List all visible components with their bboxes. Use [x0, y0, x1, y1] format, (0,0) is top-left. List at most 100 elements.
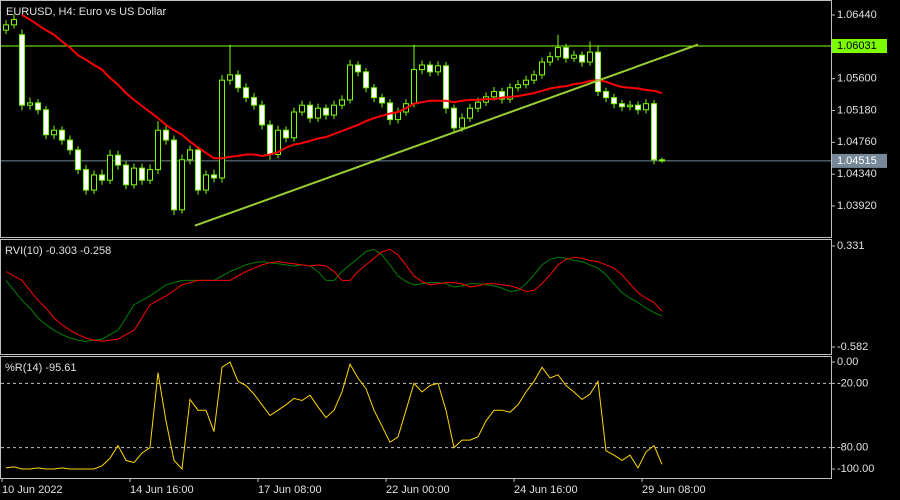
- candle-body: [435, 65, 441, 73]
- x-tick-label: 14 Jun 16:00: [130, 484, 194, 496]
- candle-body: [475, 101, 481, 109]
- y-tick-label: -100.00: [837, 463, 874, 475]
- candle-body: [107, 154, 113, 181]
- candle-body: [227, 74, 233, 81]
- candle-body: [155, 129, 161, 171]
- y-tick-label: 1.05180: [837, 104, 877, 116]
- y-tick-label: 1.05600: [837, 73, 877, 85]
- candle-body: [195, 149, 201, 191]
- candle-body: [3, 24, 9, 31]
- y-tick-label: 1.06440: [837, 9, 877, 21]
- candle-body: [539, 61, 545, 76]
- indicator-title: %R(14) -95.61: [5, 362, 77, 374]
- candle-body: [451, 107, 457, 129]
- candle-body: [283, 129, 289, 139]
- candle-body: [459, 117, 465, 129]
- candle-body: [147, 169, 153, 181]
- candle-body: [507, 87, 513, 100]
- y-tick-label: 1.03920: [837, 200, 877, 212]
- candle-body: [51, 129, 57, 136]
- chart-title: EURUSD, H4: Euro vs US Dollar: [6, 6, 166, 18]
- candle-body: [635, 104, 641, 111]
- candle-body: [427, 64, 433, 73]
- candle-body: [491, 91, 497, 98]
- candle-body: [523, 79, 529, 86]
- candle-body: [83, 169, 89, 191]
- candle-body: [203, 174, 209, 191]
- candle-body: [163, 129, 169, 141]
- y-tick-label: -0.582: [837, 341, 868, 353]
- rvi-panel: [0, 239, 832, 355]
- candle-body: [67, 139, 73, 151]
- candle-body: [627, 104, 633, 108]
- candle-body: [59, 129, 65, 141]
- candle-body: [371, 87, 377, 99]
- candle-body: [619, 103, 625, 108]
- indicator-line: [5, 248, 663, 342]
- candle-body: [19, 34, 25, 106]
- x-tick-label: 24 Jun 16:00: [514, 484, 578, 496]
- candle-body: [291, 111, 297, 139]
- candle-body: [11, 19, 17, 26]
- candle-body: [547, 56, 553, 63]
- x-tick-label: 29 Jun 08:00: [642, 484, 706, 496]
- candle-body: [579, 54, 585, 63]
- candle-body: [331, 104, 337, 116]
- candle-body: [555, 47, 561, 58]
- candle-body: [515, 84, 521, 89]
- candle-body: [259, 104, 265, 126]
- candle-body: [131, 167, 137, 186]
- candle-body: [27, 102, 33, 106]
- trendline: [194, 43, 699, 227]
- candle-body: [315, 107, 321, 119]
- candle-body: [379, 97, 385, 104]
- indicator-title: RVI(10) -0.303 -0.258: [5, 245, 111, 257]
- candle-body: [659, 159, 665, 162]
- candle-body: [43, 109, 49, 136]
- candle-body: [75, 149, 81, 171]
- candle-body: [443, 65, 449, 109]
- y-tick-label: 1.04340: [837, 168, 877, 180]
- candle-body: [171, 139, 177, 211]
- wpr-panel: [0, 356, 832, 479]
- candle-body: [91, 174, 97, 191]
- candle-body: [363, 71, 369, 89]
- candle-body: [307, 104, 313, 119]
- candle-body: [571, 54, 577, 59]
- y-tick-label: 1.04760: [837, 136, 877, 148]
- indicator-line: [5, 248, 663, 342]
- main-panel: [0, 0, 832, 238]
- candle-body: [123, 164, 129, 186]
- candle-body: [235, 74, 241, 89]
- x-tick-label: 10 Jun 2022: [2, 484, 63, 496]
- candle-body: [595, 51, 601, 93]
- candle-body: [387, 102, 393, 121]
- candle-body: [643, 103, 649, 111]
- moving-average: [21, 14, 663, 160]
- candle-body: [219, 79, 225, 179]
- candle-body: [323, 107, 329, 116]
- candle-body: [347, 64, 353, 101]
- x-tick-label: 17 Jun 08:00: [258, 484, 322, 496]
- candle-body: [339, 99, 345, 106]
- candle-body: [467, 107, 473, 119]
- candle-body: [179, 159, 185, 211]
- candle-body: [99, 174, 105, 181]
- price-label-box: [832, 39, 887, 54]
- candle-body: [563, 47, 569, 59]
- y-tick-label: 0.00: [837, 356, 858, 368]
- candle-body: [115, 154, 121, 166]
- price-label-box: [832, 153, 887, 168]
- candle-body: [499, 91, 505, 100]
- candle-body: [587, 51, 593, 63]
- candle-body: [275, 129, 281, 155]
- candle-body: [251, 97, 257, 106]
- candle-body: [299, 104, 305, 113]
- candle-body: [531, 74, 537, 81]
- x-tick-label: 22 Jun 00:00: [386, 484, 450, 496]
- candle-body: [211, 174, 217, 179]
- candle-body: [603, 91, 609, 99]
- price-label: 1.04515: [837, 155, 877, 167]
- y-tick-label: -80.00: [837, 442, 868, 454]
